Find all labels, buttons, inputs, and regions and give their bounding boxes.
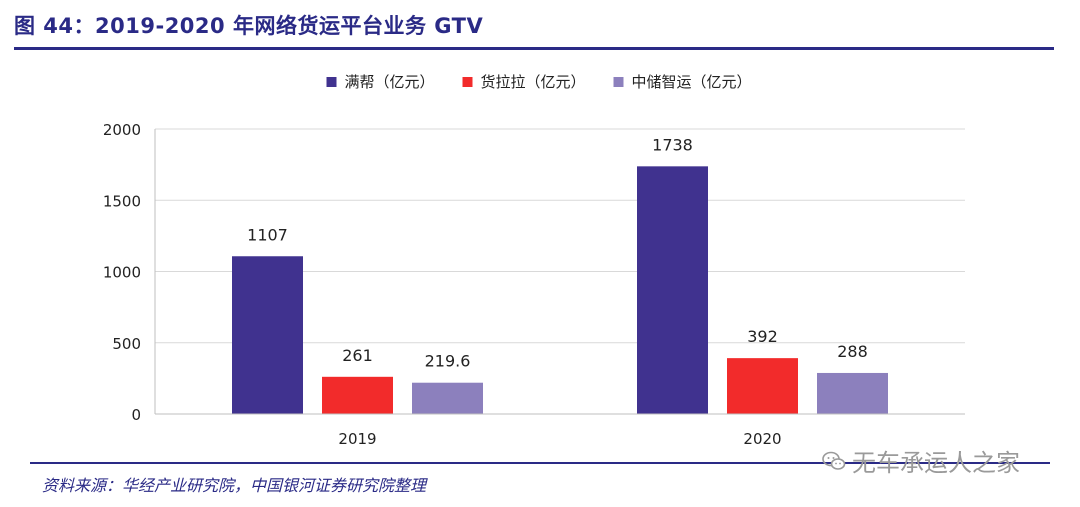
legend-swatch (462, 77, 473, 87)
legend-swatch (613, 77, 624, 87)
data-label: 288 (837, 342, 868, 361)
source-note: 资料来源：华经产业研究院，中国银河证券研究院整理 (42, 476, 427, 495)
watermark: 无车承运人之家 (822, 443, 1020, 478)
bar (322, 376, 393, 414)
data-label: 1107 (247, 225, 288, 244)
legend: 满帮（亿元） 货拉拉（亿元） 中储智运（亿元） (326, 73, 752, 91)
bar (637, 166, 708, 414)
watermark-text: 无车承运人之家 (852, 449, 1020, 477)
figure-title: 图 44：2019-2020 年网络货运平台业务 GTV (14, 14, 484, 38)
y-tick-label: 500 (112, 335, 141, 353)
legend-swatch (326, 77, 337, 87)
data-label: 219.6 (425, 352, 471, 371)
legend-label: 货拉拉（亿元） (481, 73, 586, 91)
y-tick-label: 2000 (103, 121, 141, 139)
x-axis: 2019 2020 (155, 413, 965, 448)
title-rule (14, 47, 1054, 50)
wechat-icon (822, 451, 846, 470)
y-tick-label: 1000 (103, 264, 141, 282)
data-label: 392 (747, 327, 778, 346)
x-tick-label: 2020 (743, 430, 781, 448)
bar (232, 256, 303, 414)
y-tick-label: 0 (131, 406, 141, 424)
footer-rule (30, 462, 1050, 464)
legend-label: 中储智运（亿元） (632, 73, 752, 91)
y-tick-label: 1500 (103, 192, 141, 210)
data-label: 261 (342, 346, 373, 365)
y-axis: 0 500 1000 1500 2000 (103, 121, 156, 424)
legend-label: 满帮（亿元） (345, 73, 435, 91)
bar (727, 358, 798, 414)
bar (412, 382, 483, 414)
bars (232, 166, 888, 414)
data-label: 1738 (652, 135, 693, 154)
x-tick-label: 2019 (338, 430, 376, 448)
value-labels: 1107 261 219.6 1738 392 288 (247, 135, 868, 370)
bar (817, 372, 888, 414)
